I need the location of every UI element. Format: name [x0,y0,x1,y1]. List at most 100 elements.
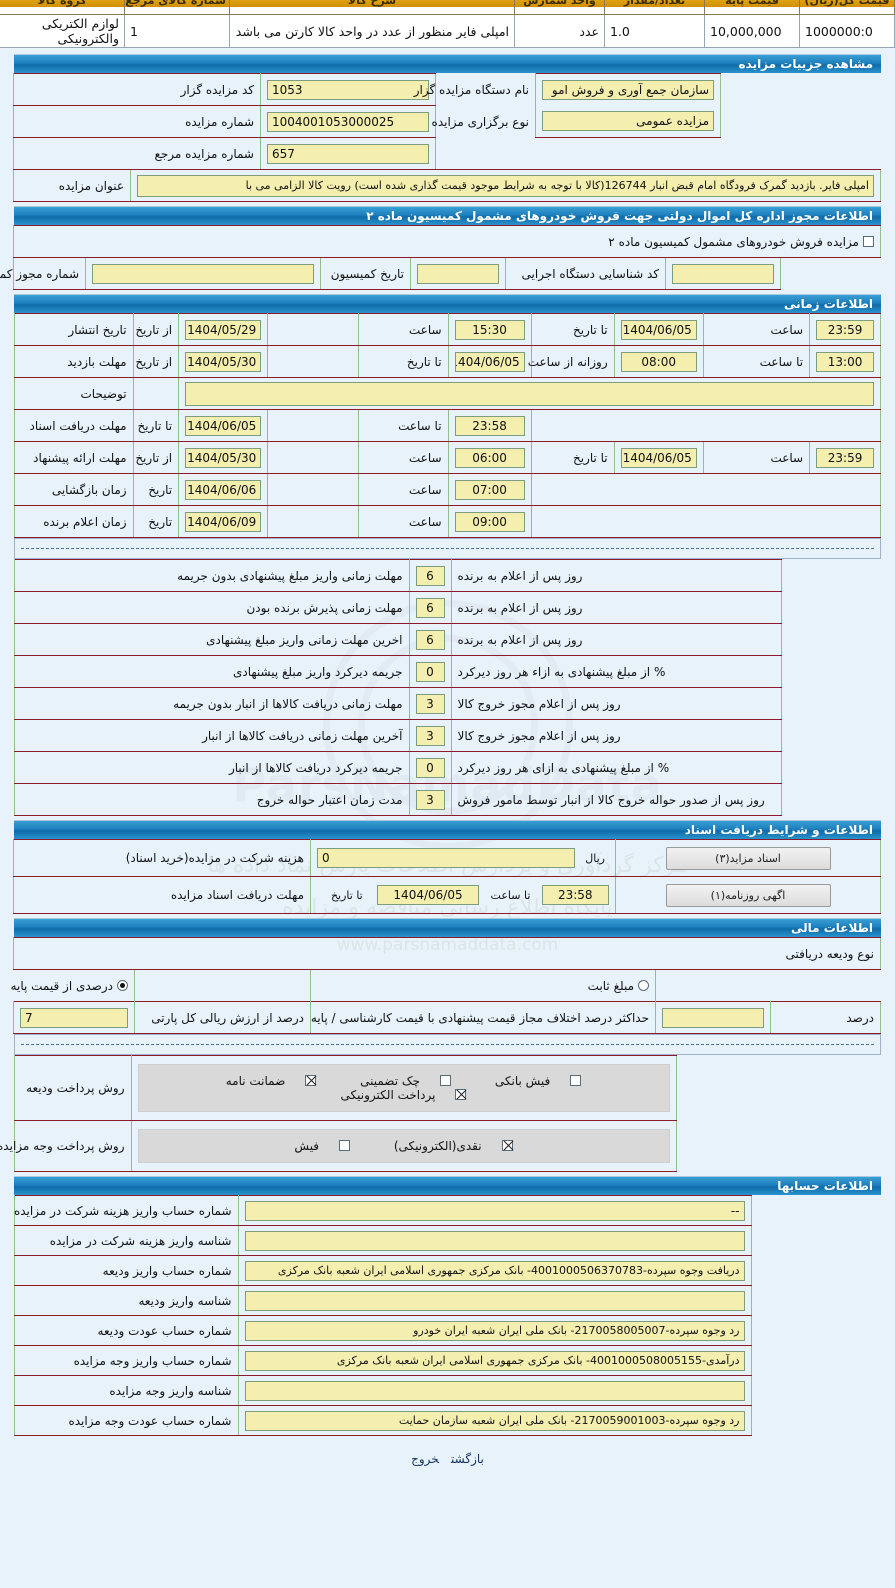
doc-deadline-hour-input[interactable]: 23:58 [454,415,525,436]
visit-to-date-input[interactable]: 1404/06/05 [454,351,525,372]
account-value-input[interactable]: رد وجوه سپرده-2170058005007- بانک ملی ای… [244,1320,745,1341]
deadline-value-input[interactable]: 3 [415,725,445,746]
deposit-method-check[interactable]: چک تضمینی [350,1074,461,1088]
account-value-input[interactable]: درآمدی-4001000508005155- بانک مرکزی جمهو… [244,1350,745,1371]
row-opening-time: 07:00 ساعت 1404/06/06 تاریخ زمان بازگشای… [14,473,882,506]
auction-documents-button[interactable]: اسناد مزاید(۳) [665,846,831,870]
warranty-letter-checkbox[interactable] [305,1075,317,1086]
fish-checkbox[interactable] [339,1140,351,1151]
deadline-row: روز پس از اعلام مجوز خروج کالا 3 آخرین م… [13,719,881,752]
cell-offer-hour: 06:00 [447,441,532,474]
deadline-row: روز پس از اعلام مجوز خروج کالا 3 مهلت زم… [13,687,881,720]
payment-methods-table: فیش بانکی چک تضمینی ضمانت نامه پرداخت ال… [0,1055,882,1172]
label-agency-code: کد شناسایی دستگاه اجرایی [505,257,666,290]
commission-checkbox[interactable] [863,235,874,247]
publish-hour-input[interactable]: 15:30 [454,319,525,340]
deadline-value-input[interactable]: 3 [415,693,445,714]
col-total-price: قیمت کل(ریال) [799,0,895,8]
deadline-value-input[interactable]: 0 [415,661,445,682]
winner-hour-input[interactable]: 09:00 [454,511,525,532]
deposit-method-fish-banki[interactable]: فیش بانکی [485,1074,591,1088]
visit-daily-from-input[interactable]: 08:00 [620,351,697,372]
fixed-amount-radio[interactable] [638,979,649,991]
section-title-documents: اطلاعات و شرایط دریافت اسناد [14,820,881,839]
col-ref-code: شماره کالای مرجع [124,0,230,8]
publish-to-date-input[interactable]: 1404/06/05 [620,319,697,340]
back-link[interactable]: بازگشت [451,1452,484,1466]
electronic-payment-checkbox[interactable] [455,1089,467,1100]
opening-hour-input[interactable]: 07:00 [454,479,525,500]
auction-type-input[interactable]: مزایده عمومی [542,111,714,132]
cell-payment-methods: نقدی(الکترونیکی) فیش [130,1120,677,1172]
account-value-input[interactable]: -- [244,1200,745,1221]
docs-deadline-date-input[interactable]: 1404/06/05 [376,885,480,905]
deadline-value-input[interactable]: 6 [415,597,445,618]
offer-from-date-input[interactable]: 1404/05/30 [185,447,262,468]
permit-number-input[interactable] [92,263,314,284]
account-value-input[interactable] [244,1290,745,1311]
deposit-method-warranty[interactable]: ضمانت نامه [216,1074,327,1088]
auction-title-input[interactable]: امپلی فایر. بازدید گمرک فرودگاه امام قبض… [137,174,874,197]
deposit-method-electronic[interactable]: پرداخت الکترونیکی [331,1088,477,1102]
percent-of-base-radio[interactable] [117,979,128,991]
newspaper-ad-button[interactable]: اگهی روزنامه(۱) [665,883,831,907]
deadline-value-input[interactable]: 0 [415,757,445,778]
cell-permit-number [85,257,321,290]
notes-input[interactable] [185,381,874,406]
winner-date-input[interactable]: 1404/06/09 [185,511,262,532]
cell-visit-from-date: 1404/05/30 [178,345,269,378]
payment-method-fish[interactable]: فیش [284,1139,360,1153]
account-value-input[interactable] [244,1230,745,1251]
auction-number-input[interactable]: 1004001053000025 [267,111,429,132]
deadline-value-input[interactable]: 3 [415,789,445,810]
publish-from-date-input[interactable]: 1404/05/29 [185,319,262,340]
deposit-methods-box: فیش بانکی چک تضمینی ضمانت نامه پرداخت ال… [137,1064,670,1112]
max-diff-input[interactable] [662,1007,764,1028]
cell-fixed-option[interactable]: مبلغ ثابت [310,969,656,1002]
fish-banki-checkbox[interactable] [570,1075,582,1086]
agency-code-input[interactable] [672,263,774,284]
percent-of-value-input[interactable]: 7 [20,1007,128,1028]
label-offer-from: از تاریخ [132,441,180,474]
auctioneer-name-input[interactable]: سازمان جمع آوری و فروش امو [542,79,714,100]
opening-date-input[interactable]: 1404/06/06 [185,479,262,500]
commission-date-input[interactable] [417,263,499,284]
deadline-value-input[interactable]: 6 [415,565,445,586]
account-value-input[interactable]: دریافت وجوه سپرده-4001000506370783- بانک… [244,1260,745,1281]
account-value-cell [237,1225,752,1256]
account-value-input[interactable] [244,1380,745,1401]
auction-details-page: قیمت کل(ریال) قیمت پایه تعداد/مقدار واحد… [0,0,895,1476]
visit-hour2-input[interactable]: 13:00 [816,351,874,372]
fixed-amount-label: مبلغ ثابت [587,978,634,993]
doc-deadline-date-input[interactable]: 1404/06/05 [185,415,262,436]
row-doc-deadline: 23:58 تا ساعت 1404/06/05 تا تاریخ مهلت د… [14,409,882,442]
offer-to-date-input[interactable]: 1404/06/05 [620,447,697,468]
auctioneer-code-input[interactable]: 1053 [267,79,429,100]
cell-auctioneer-name: سازمان جمع آوری و فروش امو [535,73,721,106]
cash-electronic-checkbox[interactable] [501,1140,513,1151]
exit-link[interactable]: خروج [411,1452,440,1466]
deadline-value-cell: 6 [408,559,452,592]
payment-method-cash[interactable]: نقدی(الکترونیکی) [384,1139,523,1153]
deadline-suffix: روز پس از اعلام مجوز خروج کالا [450,719,782,752]
guarantee-check-checkbox[interactable] [440,1075,452,1086]
offer-hour2-input[interactable]: 23:59 [816,447,874,468]
deadline-value-cell: 6 [408,623,452,656]
cell-max-diff-value [655,1001,771,1034]
deadline-value-input[interactable]: 6 [415,629,445,650]
ref-auction-number-input[interactable]: 657 [267,143,429,164]
account-row: درآمدی-4001000508005155- بانک مرکزی جمهو… [13,1345,881,1376]
account-value-input[interactable]: رد وجوه سپرده-2170059001003- بانک ملی ای… [244,1410,745,1431]
row-auction-number: مزایده عمومی نوع برگزاری مزایده 10040010… [12,105,880,138]
participation-cost-input[interactable]: 0 [317,848,575,868]
deadline-suffix: روز پس از اعلام به برنده [450,623,782,656]
label-visit-from: از تاریخ [132,345,180,378]
docs-deadline-hour-input[interactable]: 23:58 [541,885,609,905]
visit-from-date-input[interactable]: 1404/05/30 [185,351,262,372]
commission-checkbox-label: مزایده فروش خودروهای مشمول کمیسیون ماده … [608,234,859,249]
publish-hour2-input[interactable]: 23:59 [816,319,874,340]
deadline-suffix: روز پس از صدور حواله خروج کالا از انبار … [450,783,782,816]
cell-percent-option[interactable]: درصدی از قیمت پایه [11,970,135,1002]
deadline-row: روز پس از صدور حواله خروج کالا از انبار … [13,783,881,816]
offer-hour-input[interactable]: 06:00 [454,447,525,468]
